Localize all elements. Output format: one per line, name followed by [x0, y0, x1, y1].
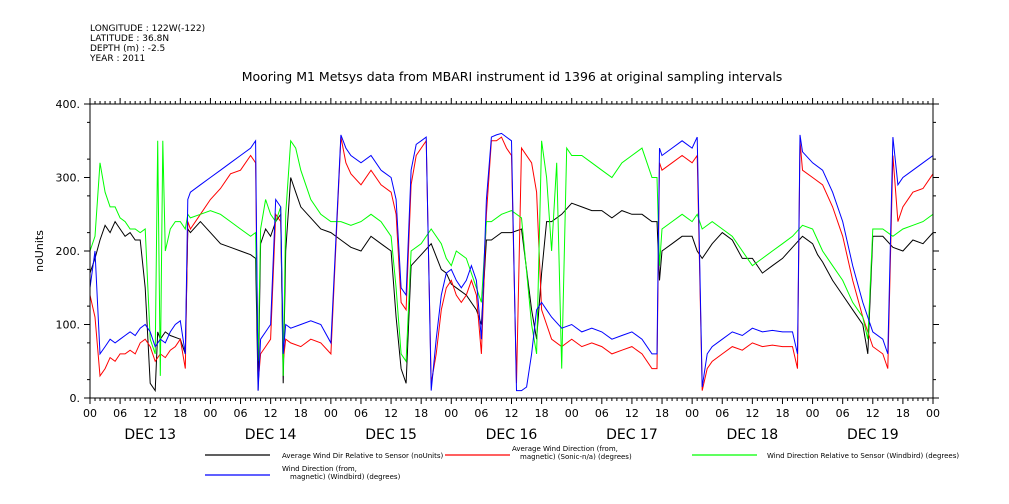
- x-tick-label: 18: [173, 407, 187, 420]
- series-line-1: [90, 177, 933, 393]
- x-tick-label: 06: [836, 407, 850, 420]
- x-tick-label: 18: [896, 407, 910, 420]
- legend-label-1: Average Wind Dir Relative to Sensor (noU…: [282, 452, 443, 460]
- x-tick-label: 12: [505, 407, 519, 420]
- day-label: DEC 16: [486, 427, 538, 443]
- y-tick-label: 0.: [70, 392, 81, 405]
- x-tick-label: 12: [866, 407, 880, 420]
- x-tick-label: 18: [775, 407, 789, 420]
- x-tick-label: 12: [264, 407, 278, 420]
- x-tick-label: 06: [234, 407, 248, 420]
- metadata-block: LONGITUDE : 122W(-122) LATITUDE : 36.8N …: [89, 24, 205, 64]
- x-tick-label: 12: [745, 407, 759, 420]
- chart-title: Mooring M1 Metsys data from MBARI instru…: [242, 69, 783, 84]
- x-tick-label: 06: [354, 407, 368, 420]
- legend-label-2: Average Wind Direction (from, magnetic) (…: [512, 445, 632, 461]
- x-tick-label: 12: [143, 407, 157, 420]
- legend: Average Wind Dir Relative to Sensor (noU…: [205, 445, 959, 481]
- x-tick-label: 00: [926, 407, 940, 420]
- meta-latitude: LATITUDE : 36.8N: [90, 34, 169, 44]
- x-tick-label: 18: [294, 407, 308, 420]
- series-layer: [90, 132, 933, 393]
- x-tick-label: 00: [83, 407, 97, 420]
- x-tick-label: 06: [715, 407, 729, 420]
- day-label: DEC 13: [124, 427, 176, 443]
- series-line-3: [90, 139, 933, 376]
- y-tick-label: 100.: [56, 319, 81, 332]
- x-tick-label: 00: [444, 407, 458, 420]
- legend-label-4: Wind Direction (from, magnetic) (Windbird…: [282, 465, 401, 481]
- series-line-2: [90, 136, 933, 391]
- x-tick-label: 06: [113, 407, 127, 420]
- y-axis-label: noUnits: [33, 230, 46, 272]
- x-tick-label: 00: [685, 407, 699, 420]
- meta-longitude: LONGITUDE : 122W(-122): [90, 24, 205, 34]
- day-label: DEC 14: [245, 427, 297, 443]
- y-tick-label: 300.: [56, 172, 81, 185]
- axes: [84, 98, 939, 404]
- x-tick-label: 00: [806, 407, 820, 420]
- x-tick-label: 12: [625, 407, 639, 420]
- x-tick-label: 12: [384, 407, 398, 420]
- meta-year: YEAR : 2011: [89, 54, 145, 64]
- x-tick-label: 06: [474, 407, 488, 420]
- series-line-4: [90, 132, 933, 392]
- y-tick-label: 400.: [56, 98, 81, 111]
- axis-labels: 0. 100. 200. 300. 400. noUnits 00 06 12 18 00 06 12 1…: [33, 98, 940, 443]
- x-tick-label: 00: [203, 407, 217, 420]
- day-label: DEC 18: [727, 427, 779, 443]
- x-tick-label: 00: [324, 407, 338, 420]
- x-tick-label: 18: [655, 407, 669, 420]
- x-tick-label: 18: [414, 407, 428, 420]
- meta-depth: DEPTH (m) : -2.5: [90, 44, 165, 54]
- x-tick-label: 18: [535, 407, 549, 420]
- day-label: DEC 19: [847, 427, 899, 443]
- day-label: DEC 15: [365, 427, 417, 443]
- day-label: DEC 17: [606, 427, 658, 443]
- y-tick-label: 200.: [56, 245, 81, 258]
- x-tick-label: 06: [595, 407, 609, 420]
- legend-label-3: Wind Direction Relative to Sensor (Windb…: [767, 452, 959, 460]
- x-tick-label: 00: [565, 407, 579, 420]
